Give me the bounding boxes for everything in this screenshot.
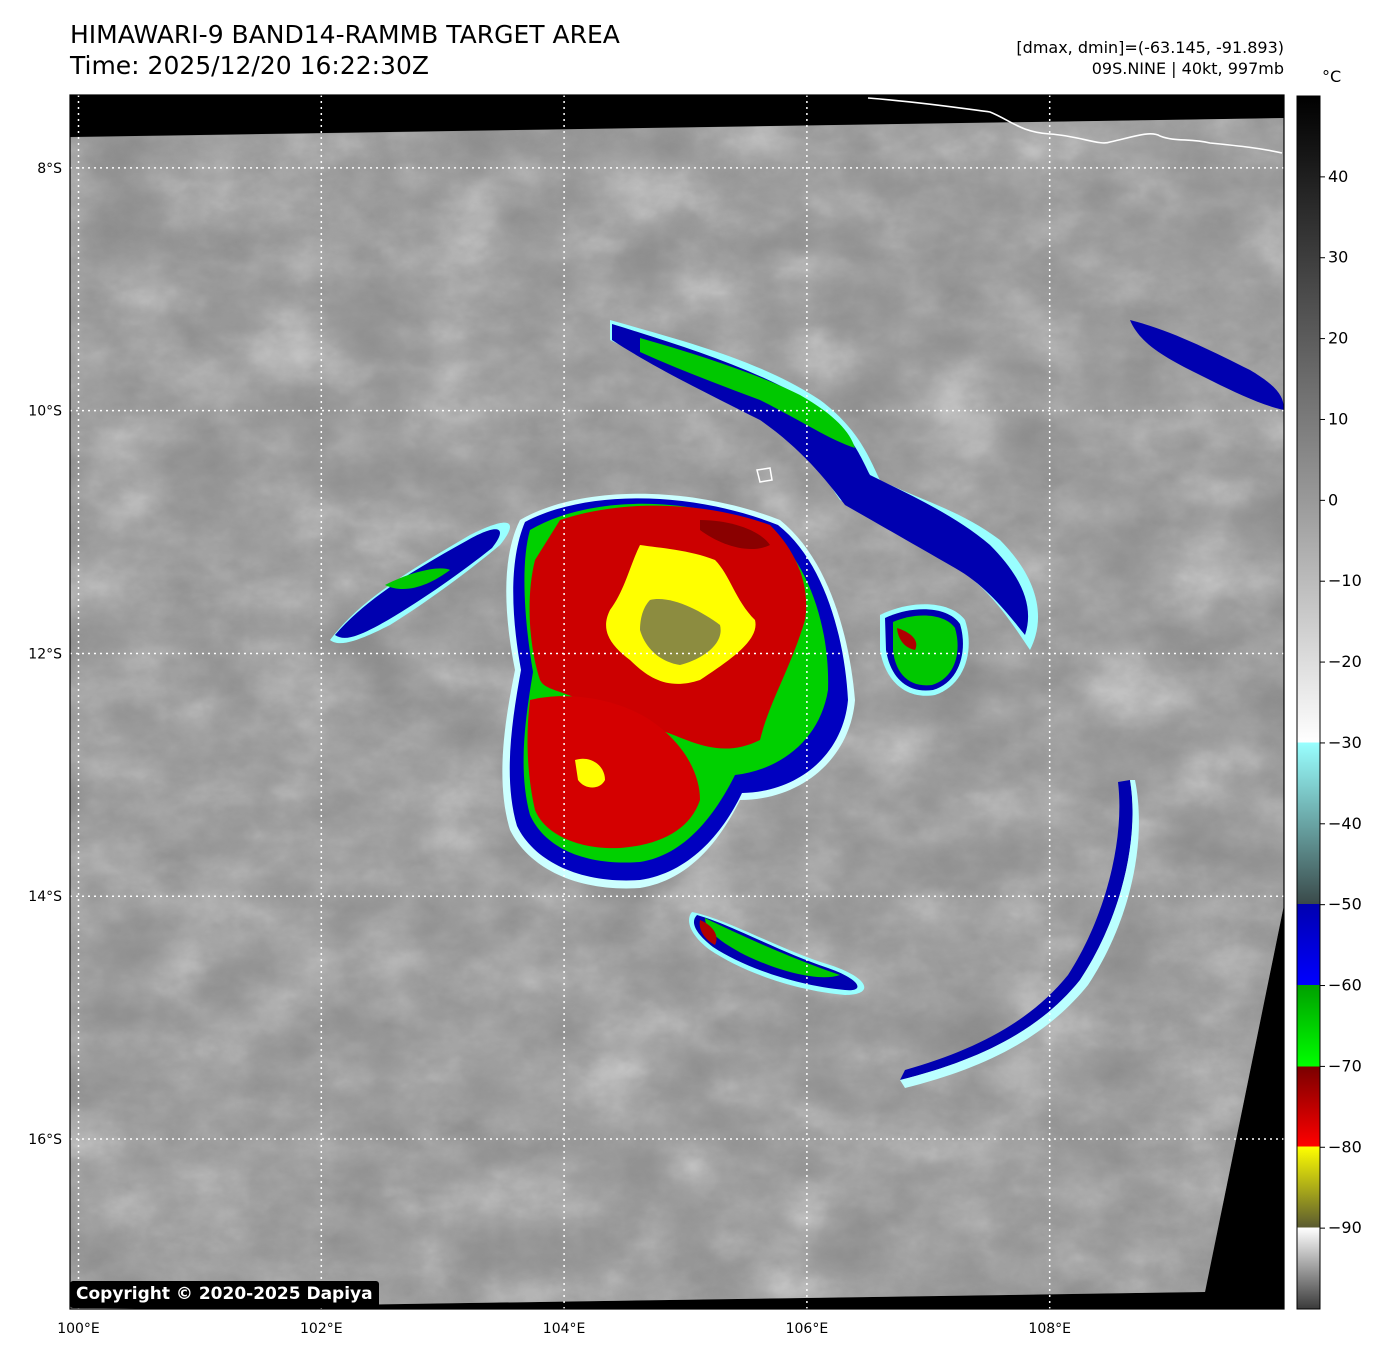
cell-east [880, 604, 969, 696]
colorbar-tick-label: 20 [1328, 329, 1348, 348]
colorbar-tick-label: 30 [1328, 248, 1348, 267]
colorbar-ticks: 40 30 20 10 0 −10 −20 −30 −40 −50 −60 −70 −80 −90 [1320, 167, 1362, 1237]
lon-label: 104°E [543, 1321, 586, 1337]
lat-label: 8°S [37, 161, 62, 177]
observation-time: Time: 2025/12/20 16:22:30Z [70, 51, 429, 80]
spiral-band-north [610, 320, 1039, 650]
coastline [867, 97, 1283, 154]
spiral-band-south [689, 912, 865, 995]
lon-label: 100°E [57, 1321, 100, 1337]
lat-label: 14°S [28, 889, 62, 905]
copyright-label: Copyright © 2020-2025 Dapiya [70, 1281, 379, 1308]
figure-title: HIMAWARI-9 BAND14-RAMMB TARGET AREA [70, 20, 620, 49]
storm-info-text: 09S.NINE | 40kt, 997mb [1091, 59, 1284, 78]
spiral-band-west [330, 522, 510, 644]
lon-label: 108°E [1028, 1321, 1071, 1337]
colorbar-tick-label: −10 [1328, 571, 1362, 590]
central-dense-overcast [502, 493, 855, 889]
colorbar-tick-label: −80 [1328, 1137, 1362, 1156]
lat-label: 16°S [28, 1132, 62, 1148]
satellite-imagery [70, 95, 1284, 1309]
colorbar-unit: °C [1322, 67, 1342, 86]
spiral-band-northeast [1130, 320, 1284, 410]
colorbar-tick-label: −70 [1328, 1056, 1362, 1075]
map-frame [69, 94, 1285, 1310]
colorbar-tick-label: −60 [1328, 976, 1362, 995]
lat-label: 10°S [28, 404, 62, 420]
colorbar-tick-label: −50 [1328, 895, 1362, 914]
lon-label: 102°E [300, 1321, 343, 1337]
colorbar [1296, 95, 1321, 1310]
colorbar-tick-label: −30 [1328, 733, 1362, 752]
colorbar-tick-label: −20 [1328, 652, 1362, 671]
colorbar-tick-label: −90 [1328, 1218, 1362, 1237]
latitude-labels: 8°S 10°S 12°S 14°S 16°S [28, 161, 62, 1148]
colorbar-tick-label: 0 [1328, 490, 1338, 509]
colorbar-tick-label: −40 [1328, 814, 1362, 833]
lat-lon-gridlines [70, 95, 1284, 1309]
lat-label: 12°S [28, 646, 62, 662]
lon-label: 106°E [786, 1321, 829, 1337]
colorbar-tick-label: 40 [1328, 167, 1348, 186]
temperature-range-text: [dmax, dmin]=(-63.145, -91.893) [1016, 38, 1284, 57]
colorbar-tick-label: 10 [1328, 409, 1348, 428]
longitude-labels: 100°E 102°E 104°E 106°E 108°E [57, 1321, 1071, 1337]
island-outline [756, 467, 773, 483]
